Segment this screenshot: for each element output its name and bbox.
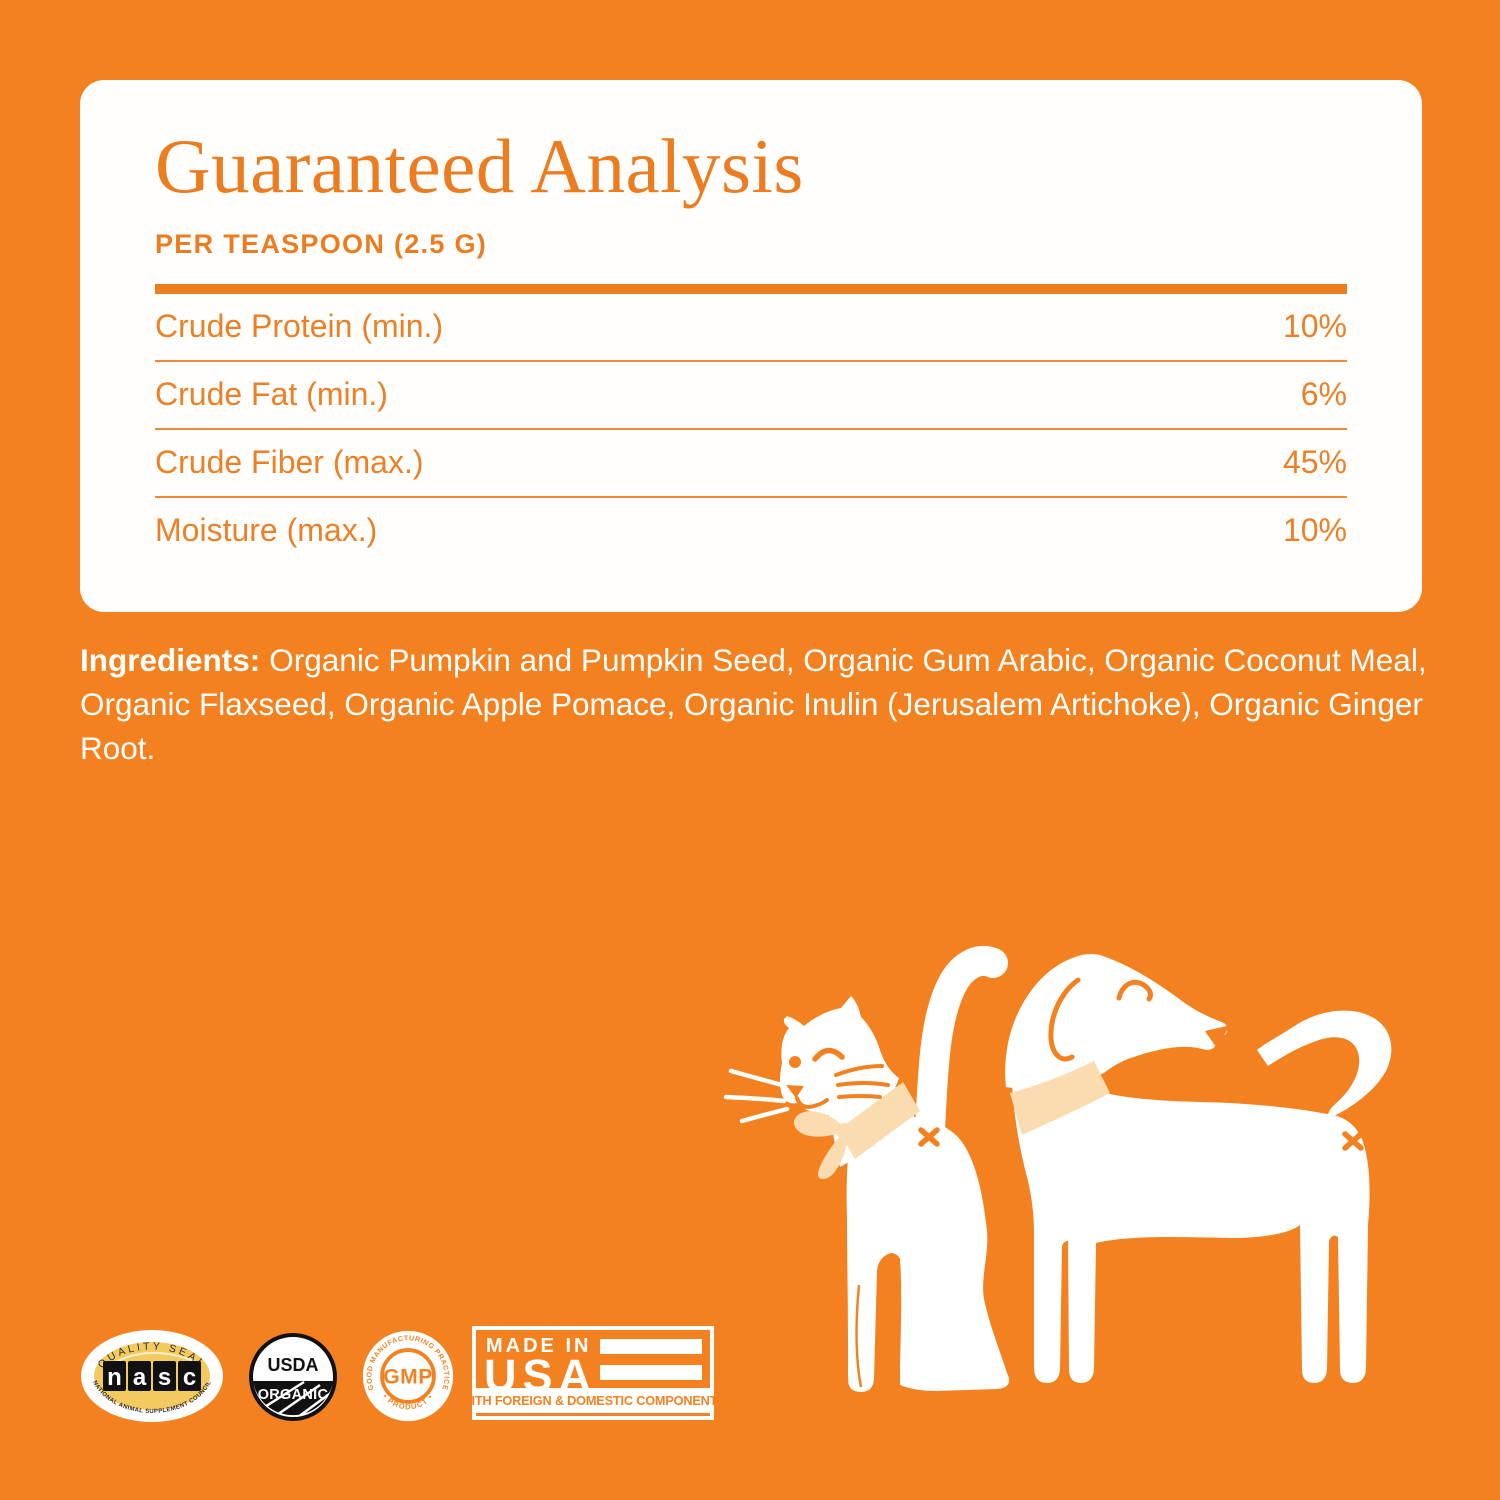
card-subtitle: PER TEASPOON (2.5 G) [155,228,488,259]
nasc-letter-boxes: n a s c [103,1361,201,1391]
dog-icon [1005,953,1392,1383]
certification-badges: QUALITY SEAL NATIONAL ANIMAL SUPPLEMENT … [78,1322,738,1432]
dog-ear-icon [1048,977,1081,1062]
dog-collar [1010,1061,1110,1135]
ingredients-text: Organic Pumpkin and Pumpkin Seed, Organi… [80,642,1427,766]
nasc-quality-seal-icon: QUALITY SEAL NATIONAL ANIMAL SUPPLEMENT … [81,1330,223,1422]
cat-butt-x-icon [918,1127,940,1147]
cat-nose-icon [786,1085,804,1098]
flag-stripe [600,1365,702,1380]
nasc-letter: a [133,1364,147,1391]
ingredients-label: Ingredients: [80,642,261,678]
row-value: 10% [1282,308,1347,345]
dog-butt-x-icon [1342,1131,1364,1151]
ingredients-paragraph: Ingredients: Organic Pumpkin and Pumpkin … [80,638,1448,770]
usa-components-text: WITH FOREIGN & DOMESTIC COMPONENTS [460,1393,726,1408]
table-row: Crude Fat (min.) 6% [155,362,1347,430]
usda-organic-seal-icon: USDA ORGANIC [249,1333,337,1421]
row-label: Crude Fat (min.) [155,376,388,413]
dog-eye-icon [1116,979,1153,1002]
divider-thick [155,283,1347,294]
row-label: Crude Protein (min.) [155,308,444,345]
nasc-letter: s [158,1364,171,1391]
row-value: 10% [1282,512,1347,549]
usda-text: USDA [267,1355,318,1375]
made-in-text: MADE IN [486,1335,592,1357]
dog-mouth-icon [1205,1025,1231,1047]
guaranteed-analysis-card: Guaranteed Analysis PER TEASPOON (2.5 G)… [80,80,1422,612]
table-row: Crude Fiber (max.) 45% [155,430,1347,498]
gmp-center-text: GMP [383,1366,433,1389]
cat-icon [723,945,1010,1392]
gmp-badge-icon: GOOD MANUFACTURING PRACTICE • PRODUCT • … [362,1330,454,1422]
table-row: Moisture (max.) 10% [155,498,1347,564]
row-label: Moisture (max.) [155,512,378,549]
card-title: Guaranteed Analysis [155,123,804,209]
row-value: 6% [1300,376,1347,413]
table-row: Crude Protein (min.) 10% [155,294,1347,362]
usda-organic-text: ORGANIC [258,1387,329,1403]
made-in-usa-badge: MADE IN USA WITH FOREIGN & DOMESTIC COMP… [460,1326,726,1420]
row-value: 45% [1282,444,1347,481]
nasc-letter: c [183,1364,196,1391]
cat-collar [838,1082,920,1159]
flag-stripe [600,1339,702,1354]
cat-and-dog-illustration [723,945,1392,1392]
cat-wink-eye-icon [812,1047,845,1062]
cat-eye-icon [789,1056,801,1068]
nasc-letter: n [107,1364,122,1391]
row-label: Crude Fiber (max.) [155,444,424,481]
analysis-table: Crude Protein (min.) 10% Crude Fat (min.… [155,294,1347,564]
usa-components-strip: WITH FOREIGN & DOMESTIC COMPONENTS [460,1388,726,1413]
